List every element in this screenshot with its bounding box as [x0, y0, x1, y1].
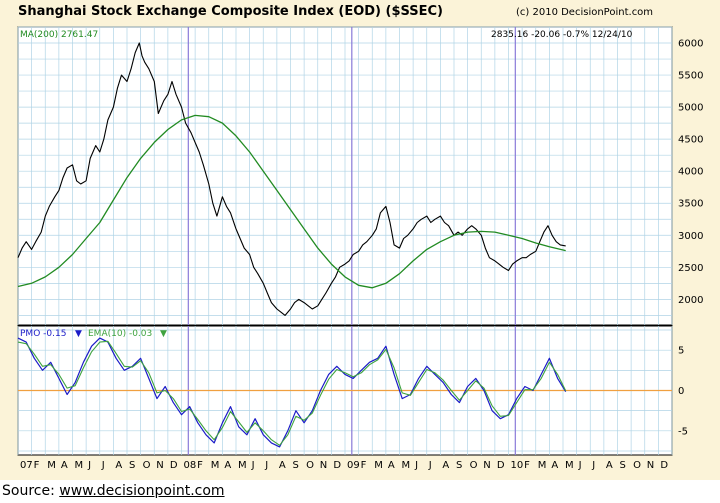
x-tick-label: S [620, 460, 626, 471]
x-tick-label: D [497, 460, 505, 471]
price-y-tick: 5500 [678, 71, 703, 82]
x-tick-label: A [115, 460, 122, 471]
price-series-main [17, 42, 566, 316]
price-y-tick: 3500 [678, 199, 703, 210]
x-tick-label: O [470, 460, 478, 471]
x-axis: 07 F M A M J J A S O N D 08 F M A M J J A S O N D 09 F M A M J J A S O N D 1… [20, 460, 668, 471]
x-tick-label: N [320, 460, 327, 471]
x-tick-label: D [660, 460, 668, 471]
x-tick-label: A [61, 460, 68, 471]
price-y-tick: 2000 [678, 295, 703, 306]
pmo-down-arrow-icon: ▼ [75, 329, 82, 339]
pmo-y-tick: -5 [678, 426, 688, 437]
x-tick-label: N [483, 460, 490, 471]
pmo-legend: PMO -0.15 [20, 329, 66, 339]
source-link[interactable]: www.decisionpoint.com [59, 483, 225, 499]
x-tick-label: J [264, 460, 268, 471]
x-tick-label: 09 [347, 460, 360, 471]
x-tick-label: M [374, 460, 383, 471]
x-tick-label: F [361, 460, 367, 471]
chart-frame: Shanghai Stock Exchange Composite Index … [0, 0, 720, 480]
chart-credit: (c) 2010 DecisionPoint.com [516, 7, 653, 18]
x-tick-label: O [306, 460, 314, 471]
x-tick-label: M [565, 460, 574, 471]
chart-title: Shanghai Stock Exchange Composite Index … [18, 4, 443, 19]
x-tick-label: M [538, 460, 547, 471]
source-prefix: Source: [2, 483, 60, 499]
price-y-tick: 6000 [678, 39, 703, 50]
x-tick-label: A [551, 460, 558, 471]
x-tick-label: N [156, 460, 163, 471]
ema-down-arrow-icon: ▼ [160, 329, 167, 339]
chart-svg: Shanghai Stock Exchange Composite Index … [17, 4, 703, 471]
price-y-tick: 4000 [678, 167, 703, 178]
x-tick-label: J [251, 460, 255, 471]
x-tick-label: 07 [20, 460, 33, 471]
x-tick-label: A [224, 460, 231, 471]
x-tick-label: S [456, 460, 462, 471]
quote-legend: 2835.16 -20.06 -0.7% 12/24/10 [491, 30, 633, 40]
x-tick-label: J [428, 460, 432, 471]
x-tick-label: J [578, 460, 582, 471]
x-tick-label: F [524, 460, 530, 471]
x-tick-label: J [591, 460, 595, 471]
x-tick-label: 10 [511, 460, 524, 471]
x-tick-label: J [101, 460, 105, 471]
x-tick-label: J [414, 460, 418, 471]
x-tick-label: F [34, 460, 40, 471]
price-y-tick: 2500 [678, 263, 703, 274]
x-tick-label: N [647, 460, 654, 471]
x-tick-label: M [238, 460, 247, 471]
x-tick-label: J [87, 460, 91, 471]
price-panel: 2000 2500 3000 3500 4000 4500 5000 5500 6000 [17, 26, 703, 326]
source-line: Source: www.decisionpoint.com [2, 483, 225, 499]
x-tick-label: S [293, 460, 299, 471]
price-y-tick: 5000 [678, 103, 703, 114]
x-tick-label: M [211, 460, 220, 471]
x-tick-label: M [402, 460, 411, 471]
ma-legend: MA(200) 2761.47 [20, 30, 98, 40]
price-y-tick: 3000 [678, 231, 703, 242]
x-tick-label: A [442, 460, 449, 471]
x-tick-label: D [333, 460, 341, 471]
pmo-series-main [17, 337, 567, 448]
pmo-y-tick: 0 [678, 386, 684, 397]
x-tick-label: A [606, 460, 613, 471]
x-tick-label: F [197, 460, 203, 471]
x-tick-label: O [633, 460, 641, 471]
x-tick-label: O [143, 460, 151, 471]
ema-legend: EMA(10) -0.03 [88, 329, 152, 339]
price-y-tick: 4500 [678, 135, 703, 146]
price-series-avg [17, 114, 566, 289]
x-tick-label: S [129, 460, 135, 471]
x-tick-label: M [75, 460, 84, 471]
x-tick-label: D [170, 460, 178, 471]
x-tick-label: 08 [184, 460, 197, 471]
pmo-panel: -5 0 5 [17, 325, 688, 456]
x-tick-label: M [47, 460, 56, 471]
pmo-series-avg [17, 340, 567, 446]
pmo-y-tick: 5 [678, 346, 684, 357]
x-tick-label: A [279, 460, 286, 471]
x-tick-label: A [388, 460, 395, 471]
